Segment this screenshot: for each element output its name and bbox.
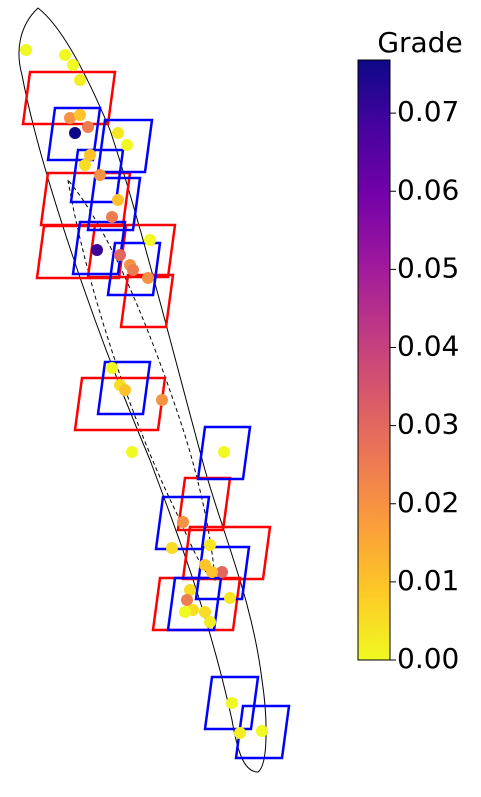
blue-block	[96, 360, 152, 416]
point	[94, 169, 106, 181]
point	[184, 584, 196, 596]
point	[114, 249, 126, 261]
point	[121, 139, 133, 151]
point	[82, 121, 94, 133]
point	[206, 566, 218, 578]
point	[181, 594, 193, 606]
point	[142, 272, 154, 284]
point	[156, 394, 168, 406]
blue-block	[96, 118, 154, 174]
point	[216, 566, 228, 578]
point	[144, 234, 156, 246]
point	[126, 446, 138, 458]
point	[224, 592, 236, 604]
blue-block	[196, 425, 252, 481]
point	[218, 446, 230, 458]
point	[234, 727, 246, 739]
red-block	[119, 273, 175, 329]
blue-block	[203, 675, 260, 731]
colorbar-tick-label: 0.05	[397, 251, 459, 284]
deposit-outline	[18, 7, 267, 773]
point	[226, 697, 238, 709]
blocks	[21, 70, 291, 760]
colorbar-tick-label: 0.07	[397, 95, 459, 128]
point	[166, 542, 178, 554]
point	[91, 244, 103, 256]
point	[204, 539, 216, 551]
point	[106, 362, 118, 374]
blue-block	[234, 704, 291, 760]
colorbar-label: Grade	[377, 26, 462, 59]
point	[64, 112, 76, 124]
colorbar-tick-label: 0.03	[397, 408, 459, 441]
red-block	[21, 70, 117, 126]
colorbar-tick-label: 0.06	[397, 173, 459, 206]
colorbar-tick-label: 0.00	[397, 642, 459, 675]
point	[20, 44, 32, 56]
point	[119, 384, 131, 396]
point	[69, 127, 81, 139]
point	[112, 127, 124, 139]
colorbar-tick-label: 0.04	[397, 330, 459, 363]
point	[112, 194, 124, 206]
red-block	[181, 525, 272, 581]
point	[127, 264, 139, 276]
colorbar-tick-label: 0.01	[397, 564, 459, 597]
point	[256, 725, 268, 737]
point	[204, 616, 216, 628]
colorbar-tick-label: 0.02	[397, 486, 459, 519]
inner-outline	[67, 178, 216, 581]
point	[179, 606, 191, 618]
blue-block	[194, 545, 251, 601]
point	[177, 516, 189, 528]
colorbar	[357, 59, 391, 661]
point	[74, 109, 86, 121]
red-block	[151, 576, 242, 632]
point	[74, 74, 86, 86]
point	[84, 149, 96, 161]
red-block	[73, 376, 167, 432]
blue-block	[86, 176, 142, 232]
blue-block	[166, 576, 223, 632]
point	[67, 59, 79, 71]
point	[79, 159, 91, 171]
points	[20, 44, 268, 739]
point	[199, 606, 211, 618]
point	[106, 211, 118, 223]
point	[59, 49, 71, 61]
red-block	[86, 223, 177, 279]
